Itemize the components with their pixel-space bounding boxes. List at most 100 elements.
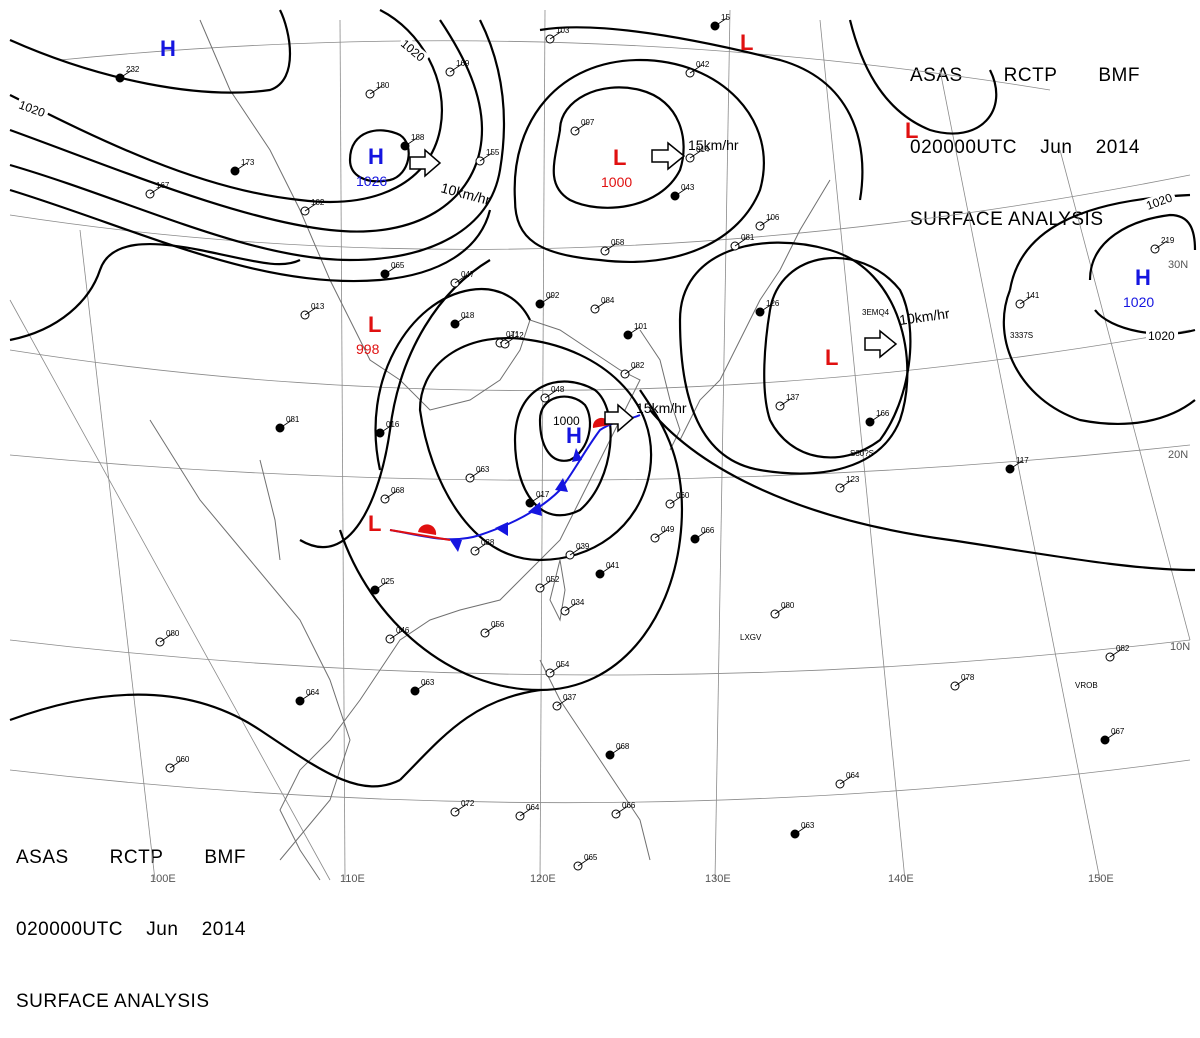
station-pressure-value: 049	[661, 525, 675, 534]
station-pressure-value: 060	[176, 755, 190, 764]
station-pressure-value: 038	[481, 538, 495, 547]
coastline-indochina	[149, 419, 351, 861]
low-pressure-center: L 998	[356, 312, 381, 357]
station-pressure-value: 046	[396, 626, 410, 635]
isobars	[9, 9, 1197, 788]
station-pressure-value: 064	[526, 803, 540, 812]
station-plot: 042	[685, 60, 710, 78]
station-pressure-value: 048	[551, 385, 565, 394]
station-pressure-value: 169	[456, 59, 470, 68]
station-plot: 025	[370, 577, 395, 595]
isobar	[418, 337, 653, 562]
low-pressure-center: L	[740, 30, 753, 55]
station-pressure-value: 047	[461, 270, 475, 279]
low-pressure-center: L	[825, 345, 838, 370]
high-pressure-center: H	[566, 423, 582, 448]
station-plot: 072	[450, 799, 475, 817]
isobar-label-bg	[1146, 329, 1178, 343]
high-pressure-center: H	[160, 36, 176, 61]
station-plot: 013	[300, 302, 325, 320]
wind-barb	[549, 30, 563, 40]
wind-barb	[556, 697, 570, 707]
wind-barb	[654, 529, 668, 539]
station-pressure-value: 064	[846, 771, 860, 780]
wind-barb	[574, 122, 588, 132]
station-plot: 078	[950, 673, 975, 691]
station-pressure-value: 102	[311, 198, 325, 207]
station-pressure-value: 058	[611, 238, 625, 247]
coastline-mainland	[199, 19, 641, 881]
motion-arrow	[604, 403, 635, 433]
station-pressure-value: 081	[741, 233, 755, 242]
station-plot: 037	[552, 693, 577, 711]
station-id: 3EMQ4	[862, 308, 890, 317]
pressure-center-symbol: L	[905, 118, 918, 143]
wind-barb	[839, 775, 853, 785]
isobar	[348, 129, 410, 183]
wind-barb	[539, 295, 553, 305]
station-plot: 068	[605, 742, 630, 760]
station-plot: 014	[685, 145, 710, 163]
longitude-line	[939, 69, 1101, 881]
front-warm-segment	[389, 529, 451, 541]
wind-barb	[149, 185, 163, 195]
station-pressure-value: 103	[556, 26, 570, 35]
station-pressure-value: 112	[511, 331, 524, 340]
isobar	[9, 188, 492, 283]
high-pressure-center: H 1026	[356, 144, 387, 189]
wind-barb	[119, 69, 133, 79]
wind-barb	[569, 546, 583, 556]
wind-barb	[379, 424, 393, 434]
station-plot: 041	[595, 561, 620, 579]
station-plot: 188	[400, 133, 425, 151]
pressure-center-symbol: H	[160, 36, 176, 61]
low-pressure-center: L	[905, 118, 918, 143]
latitude-line	[9, 174, 1191, 250]
header-line-2: 020000UTC Jun 2014	[910, 136, 1140, 160]
header-line-3: SURFACE ANALYSIS	[16, 991, 210, 1012]
isobar	[538, 395, 592, 462]
station-plot: 068	[380, 486, 405, 504]
isobar-label-bg	[1142, 189, 1178, 214]
isobar-label: 1020	[15, 96, 50, 122]
station-pressure-value: 141	[1026, 291, 1040, 300]
station-plot: 084	[590, 296, 615, 314]
isobar-label-bg	[15, 96, 50, 122]
motion-arrow	[409, 148, 442, 178]
wind-barb	[609, 746, 623, 756]
wind-barb	[414, 682, 428, 692]
station-pressure-value: 126	[766, 299, 780, 308]
station-plot: 034	[560, 598, 585, 616]
header-line-1: ASAS RCTP BMF	[910, 64, 1140, 88]
station-pressure-value: 078	[961, 673, 975, 682]
wind-barb	[599, 565, 613, 575]
station-plot: 180	[365, 81, 390, 99]
high-pressure-center: H 1020	[1123, 265, 1154, 310]
station-pressure-value: 065	[391, 261, 405, 270]
isobar	[9, 9, 443, 203]
station-plot: 155	[475, 148, 500, 166]
pressure-center-symbol: H	[1135, 265, 1151, 290]
cold-front-triangle	[528, 502, 542, 516]
wind-barb	[604, 242, 618, 252]
station-id: LXGV	[740, 633, 762, 642]
wind-barb	[689, 149, 703, 159]
station-pressure-value: 063	[801, 821, 815, 830]
coastline-japan	[679, 179, 831, 441]
header-month: Jun	[146, 919, 179, 940]
pressure-center-symbol: H	[566, 423, 582, 448]
wind-barb	[714, 17, 728, 27]
isobar	[338, 389, 684, 692]
station-pressure-value: 232	[126, 65, 140, 74]
station-pressure-value: 097	[581, 118, 595, 127]
isobar	[399, 688, 541, 781]
station-pressure-value: 188	[411, 133, 425, 142]
wind-barb	[759, 217, 773, 227]
wind-barb	[234, 162, 248, 172]
pressure-center-value: 998	[356, 341, 380, 357]
longitude-label: 130E	[705, 873, 731, 885]
latitude-label: 20N	[1168, 449, 1188, 461]
longitude-line	[1059, 149, 1191, 641]
pressure-center-value: 1000	[601, 174, 632, 190]
graticule	[9, 9, 1191, 881]
